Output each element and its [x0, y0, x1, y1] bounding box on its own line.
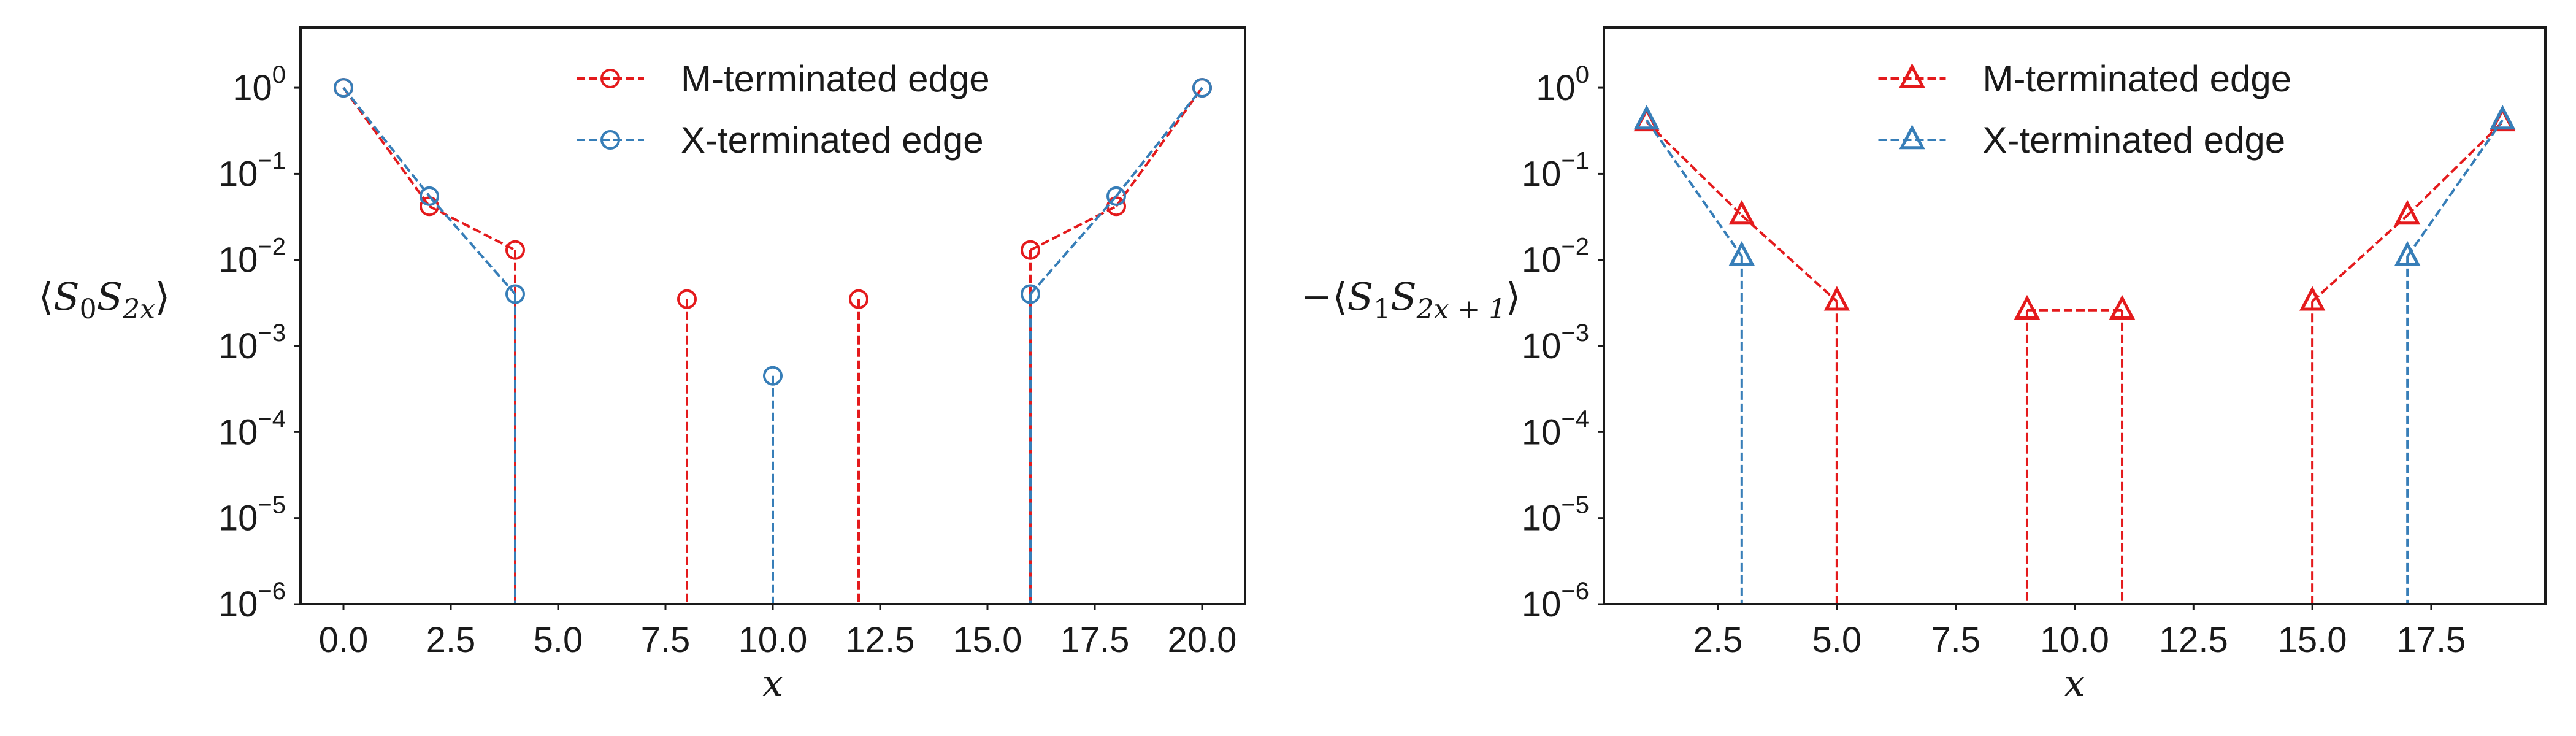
plot-area — [334, 78, 1212, 604]
legend: M-terminated edge X-terminated edge — [577, 58, 990, 161]
x-tick-label: 12.5 — [2159, 620, 2228, 660]
legend-label: X-terminated edge — [1983, 120, 2286, 161]
data-point — [2299, 286, 2326, 311]
y-tick-label: 10−4 — [1522, 405, 1589, 452]
x-tick-label: 2.5 — [1693, 620, 1743, 660]
series-x-terminated — [1633, 105, 2516, 604]
data-point — [505, 284, 525, 304]
data-point — [1021, 240, 1040, 260]
x-tick-label: 15.0 — [953, 620, 1022, 660]
legend: M-terminated edge X-terminated edge — [1878, 58, 2292, 161]
series-segment — [2406, 119, 2504, 258]
series-segment — [429, 205, 516, 251]
y-tick-label: 10−4 — [218, 405, 286, 452]
series-m-terminated — [334, 78, 1212, 604]
data-point — [1021, 284, 1040, 304]
y-tick-label: 10−1 — [218, 147, 286, 194]
axes-frame — [1603, 26, 2547, 605]
legend-entry: M-terminated edge — [1878, 58, 2292, 99]
x-tick-label: 17.5 — [1060, 620, 1130, 660]
y-tick-label: 10−1 — [1522, 147, 1589, 194]
data-point — [1823, 286, 1850, 311]
series-segment — [1115, 86, 1203, 197]
y-tick-label: 10−3 — [1522, 320, 1589, 366]
series-segment — [342, 86, 431, 197]
x-tick-label: 7.5 — [641, 620, 691, 660]
series-m-terminated — [1633, 107, 2516, 604]
x-tick-label: 0.0 — [319, 620, 369, 660]
data-point — [505, 240, 525, 260]
data-point — [677, 289, 697, 309]
x-axis-label: x — [2064, 661, 2085, 705]
y-tick-label: 100 — [1536, 61, 1589, 108]
data-point — [1728, 240, 1755, 266]
y-axis-label: ⟨S0S2x⟩ — [39, 274, 170, 325]
legend-marker — [600, 130, 620, 150]
x-tick-label: 10.0 — [2040, 620, 2109, 660]
x-tick-label: 5.0 — [534, 620, 583, 660]
series-segment — [2406, 121, 2504, 217]
legend-marker — [1899, 125, 1925, 150]
y-tick-label: 10−2 — [1522, 234, 1589, 280]
plot-area — [1633, 105, 2516, 604]
data-point — [2394, 240, 2421, 266]
series-segment — [428, 195, 516, 295]
data-point — [1106, 186, 1126, 206]
legend-label: M-terminated edge — [681, 58, 990, 99]
legend-label: M-terminated edge — [1983, 58, 2292, 99]
series-segment — [2311, 214, 2409, 302]
y-tick-label: 10−2 — [218, 234, 286, 280]
series-segment — [1646, 121, 1743, 217]
data-point — [420, 186, 439, 206]
legend-entry: X-terminated edge — [1878, 120, 2286, 161]
x-tick-label: 20.0 — [1168, 620, 1237, 660]
data-point — [1192, 78, 1212, 98]
data-point — [849, 289, 868, 309]
legend-label: X-terminated edge — [681, 120, 984, 161]
series-segment — [1030, 205, 1117, 251]
data-point — [1728, 200, 1755, 225]
series-segment — [1646, 119, 1743, 258]
x-tick-label: 7.5 — [1931, 620, 1980, 660]
x-tick-label: 17.5 — [2396, 620, 2466, 660]
x-tick-label: 2.5 — [426, 620, 476, 660]
chart-panel-1: 0.0 2.5 5.0 7.5 10.0 12.5 15.0 17.5 20.0 100 10−1 1… — [39, 26, 1246, 705]
axes-frame — [299, 26, 1246, 605]
data-point — [2109, 294, 2136, 320]
data-point — [1633, 105, 1660, 130]
x-tick-label: 10.0 — [738, 620, 808, 660]
x-tick-label: 5.0 — [1812, 620, 1862, 660]
y-tick-label: 100 — [232, 61, 286, 108]
series-segment — [342, 86, 431, 207]
data-point — [334, 78, 353, 98]
x-axis-label: x — [762, 661, 784, 705]
series-segment — [1741, 214, 1838, 302]
x-tick-label: 15.0 — [2278, 620, 2347, 660]
chart-panel-2: 2.5 5.0 7.5 10.0 12.5 15.0 17.5 100 10−1 10−2 10−3… — [1301, 26, 2547, 705]
y-tick-label: 10−5 — [1522, 492, 1589, 539]
y-tick-label: 10−6 — [1522, 578, 1589, 624]
data-point — [763, 366, 783, 386]
legend-entry: M-terminated edge — [577, 58, 990, 99]
data-point — [2394, 200, 2421, 225]
y-tick-label: 10−5 — [218, 492, 286, 539]
data-point — [2014, 294, 2041, 320]
data-point — [2490, 105, 2516, 130]
y-tick-label: 10−3 — [218, 320, 286, 366]
legend-marker — [600, 69, 620, 88]
legend-entry: X-terminated edge — [577, 120, 984, 161]
x-tick-label: 12.5 — [846, 620, 915, 660]
legend-marker — [1899, 63, 1925, 88]
y-axis-label: −⟨S1S2x + 1⟩ — [1301, 274, 1521, 325]
y-tick-label: 10−6 — [218, 578, 286, 624]
series-segment — [1029, 195, 1117, 295]
series-x-terminated — [334, 78, 1212, 604]
